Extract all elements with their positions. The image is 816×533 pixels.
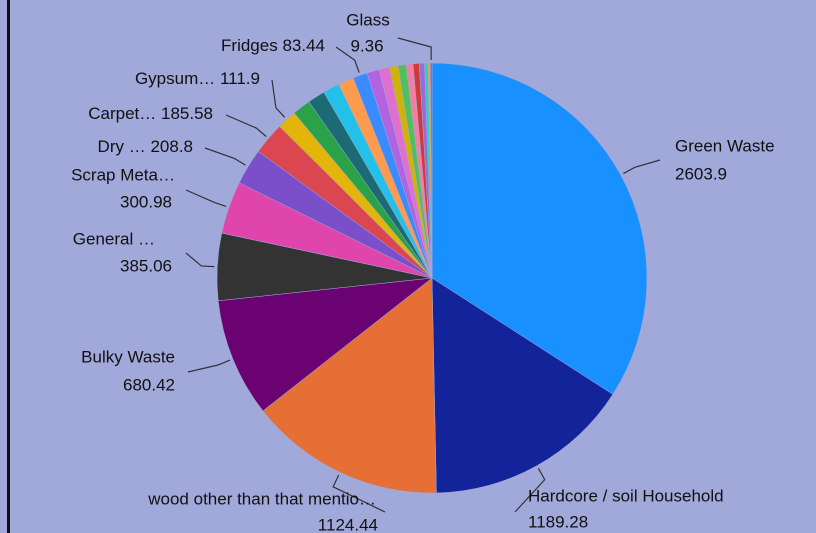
slice-label: Carpet… 185.58 — [88, 104, 213, 123]
leader-line — [271, 79, 286, 118]
slice-label: Hardcore / soil Household — [528, 486, 724, 505]
slice-name: Dry … — [98, 137, 146, 156]
pie-slice — [430, 62, 433, 279]
slice-value: 680.42 — [123, 375, 175, 394]
leader-line — [623, 159, 661, 175]
leader-line — [204, 147, 246, 166]
slice-value: 208.8 — [150, 137, 193, 156]
slice-label: Gypsum… 111.9 — [135, 69, 260, 88]
slice-value: 185.58 — [161, 104, 213, 123]
slice-label: Fridges 83.44 — [221, 36, 325, 55]
frame-border — [7, 0, 10, 533]
slice-value: 9.36 — [350, 36, 383, 55]
slice-label: wood other than that mentio… — [147, 489, 376, 508]
slice-label: General … — [73, 229, 155, 248]
slice-value: 300.98 — [120, 192, 172, 211]
leader-line — [514, 467, 546, 513]
leader-line — [397, 37, 432, 61]
pie-slice — [262, 277, 437, 494]
pie-slice — [431, 62, 648, 395]
leader-line — [225, 114, 267, 137]
leader-line — [185, 189, 227, 208]
leader-line — [187, 359, 231, 373]
slice-label: Dry … 208.8 — [98, 137, 193, 156]
slice-label: Green Waste — [675, 136, 775, 155]
slice-value: 1189.28 — [528, 512, 588, 531]
slice-name: Carpet… — [88, 104, 156, 123]
slice-label: Scrap Meta… — [71, 165, 175, 184]
slice-value: 385.06 — [120, 256, 172, 275]
slice-value: 83.44 — [282, 36, 325, 55]
slice-value: 111.9 — [220, 69, 260, 88]
leader-line — [185, 252, 215, 268]
slice-name: Fridges — [221, 36, 278, 55]
leader-line — [335, 46, 360, 73]
slice-name: Gypsum… — [135, 69, 215, 88]
slice-label: Glass — [346, 10, 389, 29]
pie-slice — [431, 277, 614, 494]
slice-value: 1124.44 — [318, 515, 378, 533]
leader-line — [332, 474, 386, 513]
slice-label: Bulky Waste — [81, 347, 175, 366]
slice-value: 2603.9 — [675, 164, 727, 183]
pie-slice — [217, 277, 433, 412]
